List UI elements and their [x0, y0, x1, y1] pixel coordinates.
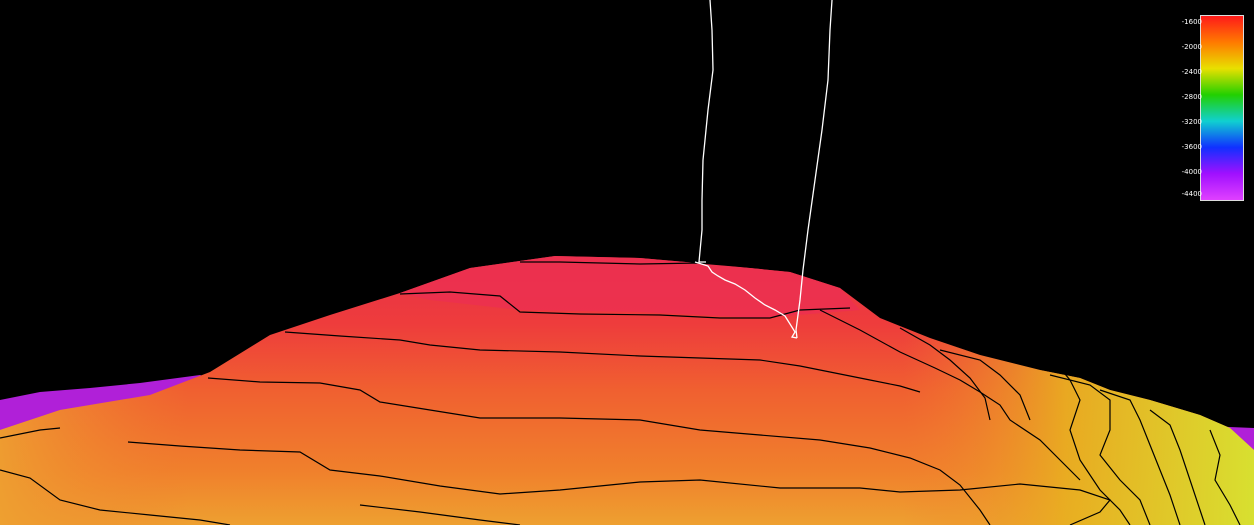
contour-line: [979, 351, 1131, 525]
contour-line: [0, 469, 231, 525]
legend-label: -2400: [1181, 68, 1202, 76]
contour-line: [1149, 409, 1206, 525]
contour-line: [1049, 374, 1151, 525]
depth-color-legend: -1600 -2000 -2400 -2800 -3200 -3600 -400…: [1162, 12, 1246, 202]
contour-line: [0, 427, 61, 439]
dive-track-right: [795, 0, 833, 339]
legend-label: -4400: [1181, 190, 1202, 198]
summit-highlight: [400, 256, 860, 318]
contour-line: [1209, 429, 1241, 525]
dive-track-left: [698, 0, 714, 263]
contour-line: [399, 291, 851, 319]
contour-line: [939, 349, 1031, 421]
contour-line: [1099, 389, 1181, 525]
legend-label: -4000: [1181, 168, 1202, 176]
legend-label: -2000: [1181, 43, 1202, 51]
legend-color-bar: [1200, 15, 1244, 201]
legend-label: -3600: [1181, 143, 1202, 151]
dive-track-summit-traverse: [694, 261, 798, 339]
contour-line: [359, 504, 521, 525]
dive-tracks: [694, 0, 833, 339]
contour-line: [127, 441, 1112, 525]
contour-line: [207, 377, 991, 525]
contour-line: [899, 327, 991, 421]
legend-label: -3200: [1181, 118, 1202, 126]
legend-label: -2800: [1181, 93, 1202, 101]
seamount-flank-shading: [0, 256, 1254, 525]
contour-line: [284, 331, 921, 393]
legend-label: -1600: [1181, 18, 1202, 26]
contour-line: [520, 261, 761, 269]
contour-lines: [0, 261, 1241, 525]
